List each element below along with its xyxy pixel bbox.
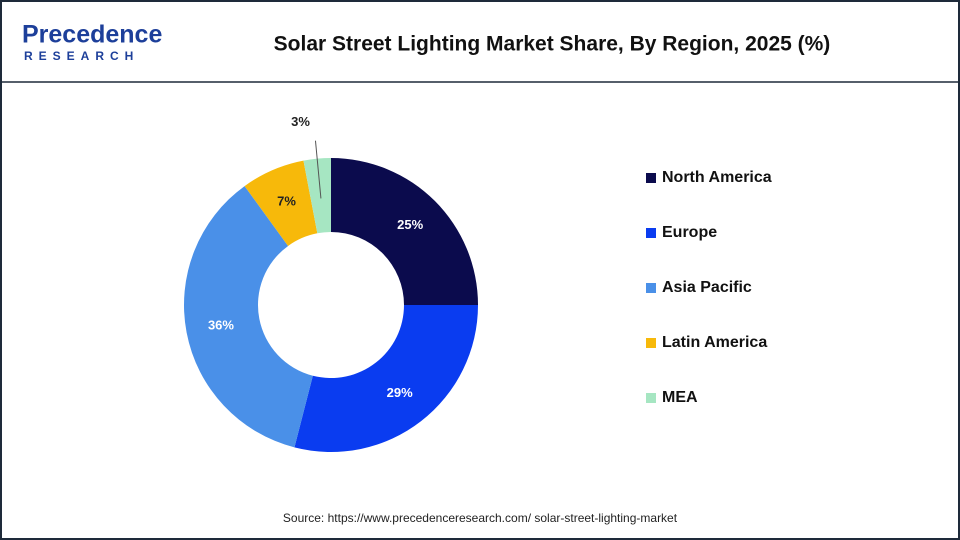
legend-swatch	[646, 338, 656, 348]
legend-label: Latin America	[662, 334, 767, 351]
value-label: 29%	[387, 385, 413, 400]
legend-swatch	[646, 173, 656, 183]
legend-swatch	[646, 283, 656, 293]
legend-label: North America	[662, 169, 772, 186]
donut-slice	[184, 186, 313, 448]
legend-swatch	[646, 228, 656, 238]
value-label: 36%	[208, 317, 234, 332]
legend-swatch	[646, 393, 656, 403]
logo-name: Precedence	[22, 21, 162, 49]
donut-slice	[244, 160, 318, 246]
donut-slice	[294, 305, 478, 452]
chart-title: Solar Street Lighting Market Share, By R…	[274, 33, 831, 56]
legend-label: Asia Pacific	[662, 279, 752, 296]
donut-slice	[331, 158, 478, 305]
logo-sub: RESEARCH	[24, 49, 139, 63]
leader-line	[314, 140, 322, 199]
value-label: 25%	[397, 217, 423, 232]
source: Source: https://www.precedenceresearch.c…	[283, 511, 678, 525]
donut-slice	[303, 158, 331, 234]
value-label: 7%	[277, 194, 296, 209]
legend-label: MEA	[662, 389, 698, 406]
legend-label: Europe	[662, 224, 717, 241]
value-label: 3%	[291, 114, 310, 129]
